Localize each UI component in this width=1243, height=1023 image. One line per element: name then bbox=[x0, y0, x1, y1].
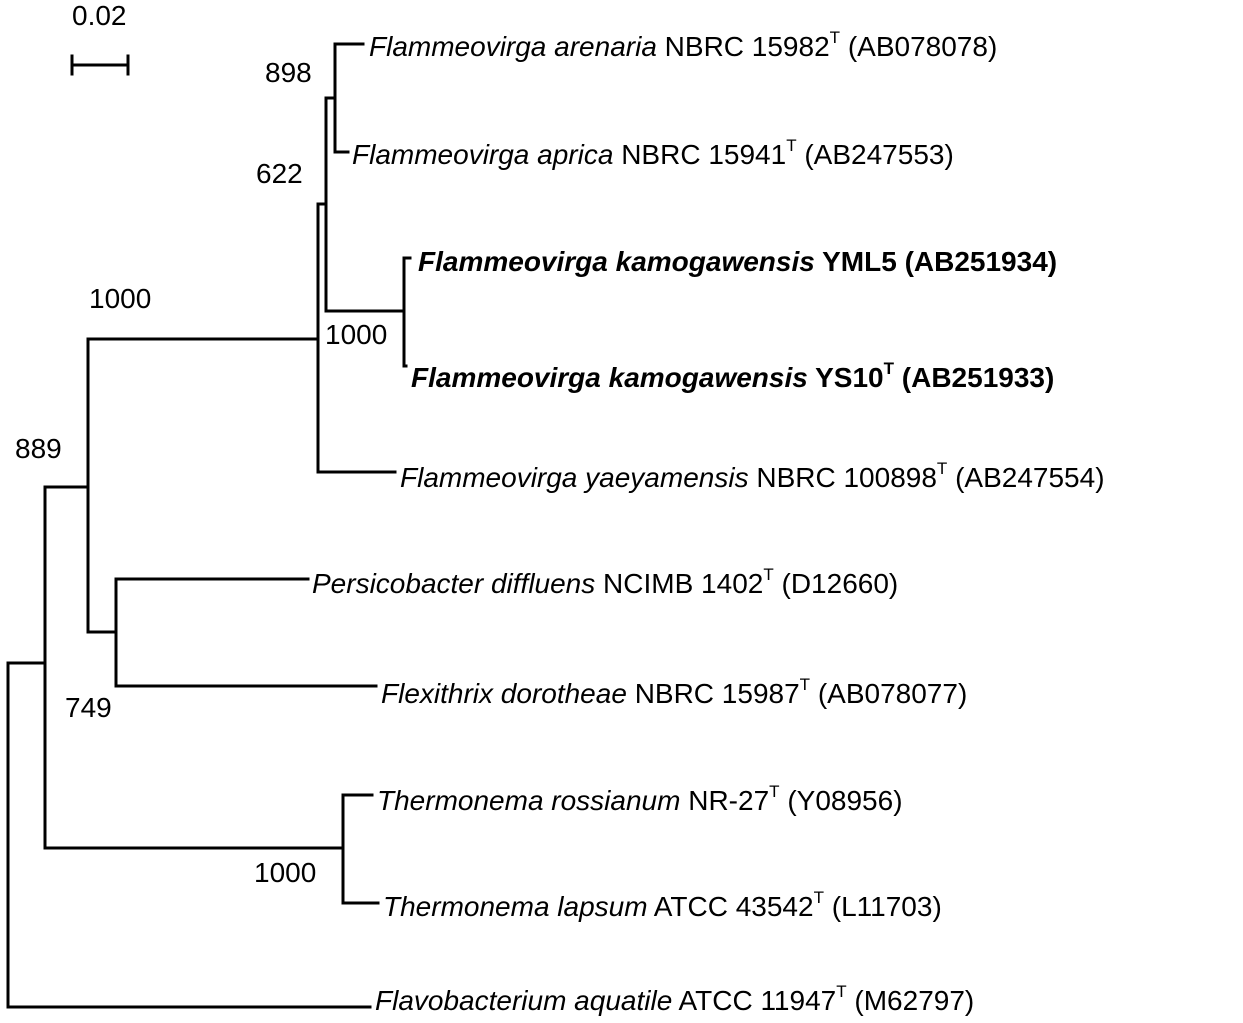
bootstrap-898: 898 bbox=[265, 57, 312, 88]
taxon-label: Flexithrix dorotheae NBRC 15987T (AB0780… bbox=[381, 675, 968, 709]
bootstrap-749: 749 bbox=[65, 692, 112, 723]
taxon-label: Thermonema rossianum NR-27T (Y08956) bbox=[377, 782, 903, 816]
bootstrap-622: 622 bbox=[256, 158, 303, 189]
taxon-label-highlighted: Flammeovirga kamogawensis YML5 (AB251934… bbox=[418, 246, 1058, 277]
taxon-label: Flammeovirga yaeyamensis NBRC 100898T (A… bbox=[400, 459, 1105, 493]
bootstrap-1000-kamogawensis: 1000 bbox=[325, 319, 388, 350]
bootstrap-1000-thermonema: 1000 bbox=[254, 857, 317, 888]
taxon-label-highlighted: Flammeovirga kamogawensis YS10T (AB25193… bbox=[411, 359, 1055, 393]
taxon-label: Flammeovirga arenaria NBRC 15982T (AB078… bbox=[369, 28, 998, 62]
scale-bar-label: 0.02 bbox=[72, 0, 127, 31]
taxon-label: Persicobacter diffluens NCIMB 1402T (D12… bbox=[312, 565, 899, 599]
bootstrap-889: 889 bbox=[15, 433, 62, 464]
taxon-label: Thermonema lapsum ATCC 43542T (L11703) bbox=[383, 888, 942, 922]
taxon-label: Flavobacterium aquatile ATCC 11947T (M62… bbox=[375, 982, 975, 1016]
bootstrap-1000-flammeovirga: 1000 bbox=[89, 283, 152, 314]
taxon-label: Flammeovirga aprica NBRC 15941T (AB24755… bbox=[352, 136, 954, 170]
